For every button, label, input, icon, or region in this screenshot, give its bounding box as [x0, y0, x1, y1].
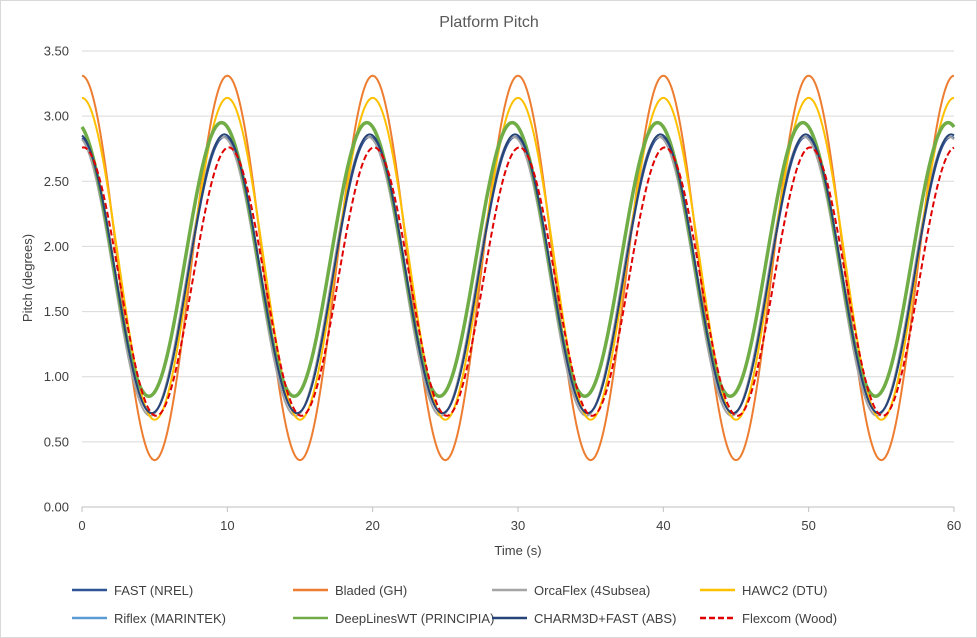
x-tick-label: 40 — [656, 518, 670, 533]
x-tick-labels: 0 10 20 30 40 50 60 — [78, 507, 961, 533]
series-line-1 — [81, 74, 955, 462]
legend-label-0: FAST (NREL) — [114, 583, 193, 598]
y-tick-label: 1.50 — [44, 304, 69, 319]
x-tick-label: 20 — [365, 518, 379, 533]
series-lines — [80, 74, 956, 462]
y-tick-label: 2.50 — [44, 174, 69, 189]
x-tick-label: 50 — [801, 518, 815, 533]
legend-label-1: Bladed (GH) — [335, 583, 407, 598]
y-tick-label: 3.00 — [44, 109, 69, 124]
x-tick-label: 60 — [947, 518, 961, 533]
legend-label-6: CHARM3D+FAST (ABS) — [534, 611, 676, 626]
legend: FAST (NREL) Bladed (GH) OrcaFlex (4Subsea)… — [72, 583, 837, 626]
y-tick-label: 1.00 — [44, 369, 69, 384]
legend-label-7: Flexcom (Wood) — [742, 611, 837, 626]
series-line-6 — [81, 133, 955, 415]
y-tick-labels: 0.00 0.50 1.00 1.50 2.00 2.50 3.00 3.50 — [44, 44, 69, 515]
legend-label-3: HAWC2 (DTU) — [742, 583, 827, 598]
x-axis-label: Time (s) — [494, 543, 541, 558]
legend-label-2: OrcaFlex (4Subsea) — [534, 583, 650, 598]
y-tick-label: 0.00 — [44, 500, 69, 515]
series-line-7 — [81, 146, 955, 417]
series-line-5 — [80, 120, 956, 399]
x-tick-label: 30 — [511, 518, 525, 533]
y-axis-label: Pitch (degrees) — [20, 234, 35, 322]
chart-title: Platform Pitch — [439, 14, 539, 31]
grid-lines — [82, 50, 954, 443]
y-tick-label: 0.50 — [44, 434, 69, 449]
y-tick-label: 2.00 — [44, 239, 69, 254]
series-line-3 — [81, 96, 955, 421]
legend-label-5: DeepLinesWT (PRINCIPIA) — [335, 611, 494, 626]
legend-label-4: Riflex (MARINTEK) — [114, 611, 226, 626]
x-tick-label: 0 — [78, 518, 85, 533]
x-tick-label: 10 — [220, 518, 234, 533]
y-tick-label: 3.50 — [44, 44, 69, 59]
series-line-2 — [81, 135, 955, 417]
